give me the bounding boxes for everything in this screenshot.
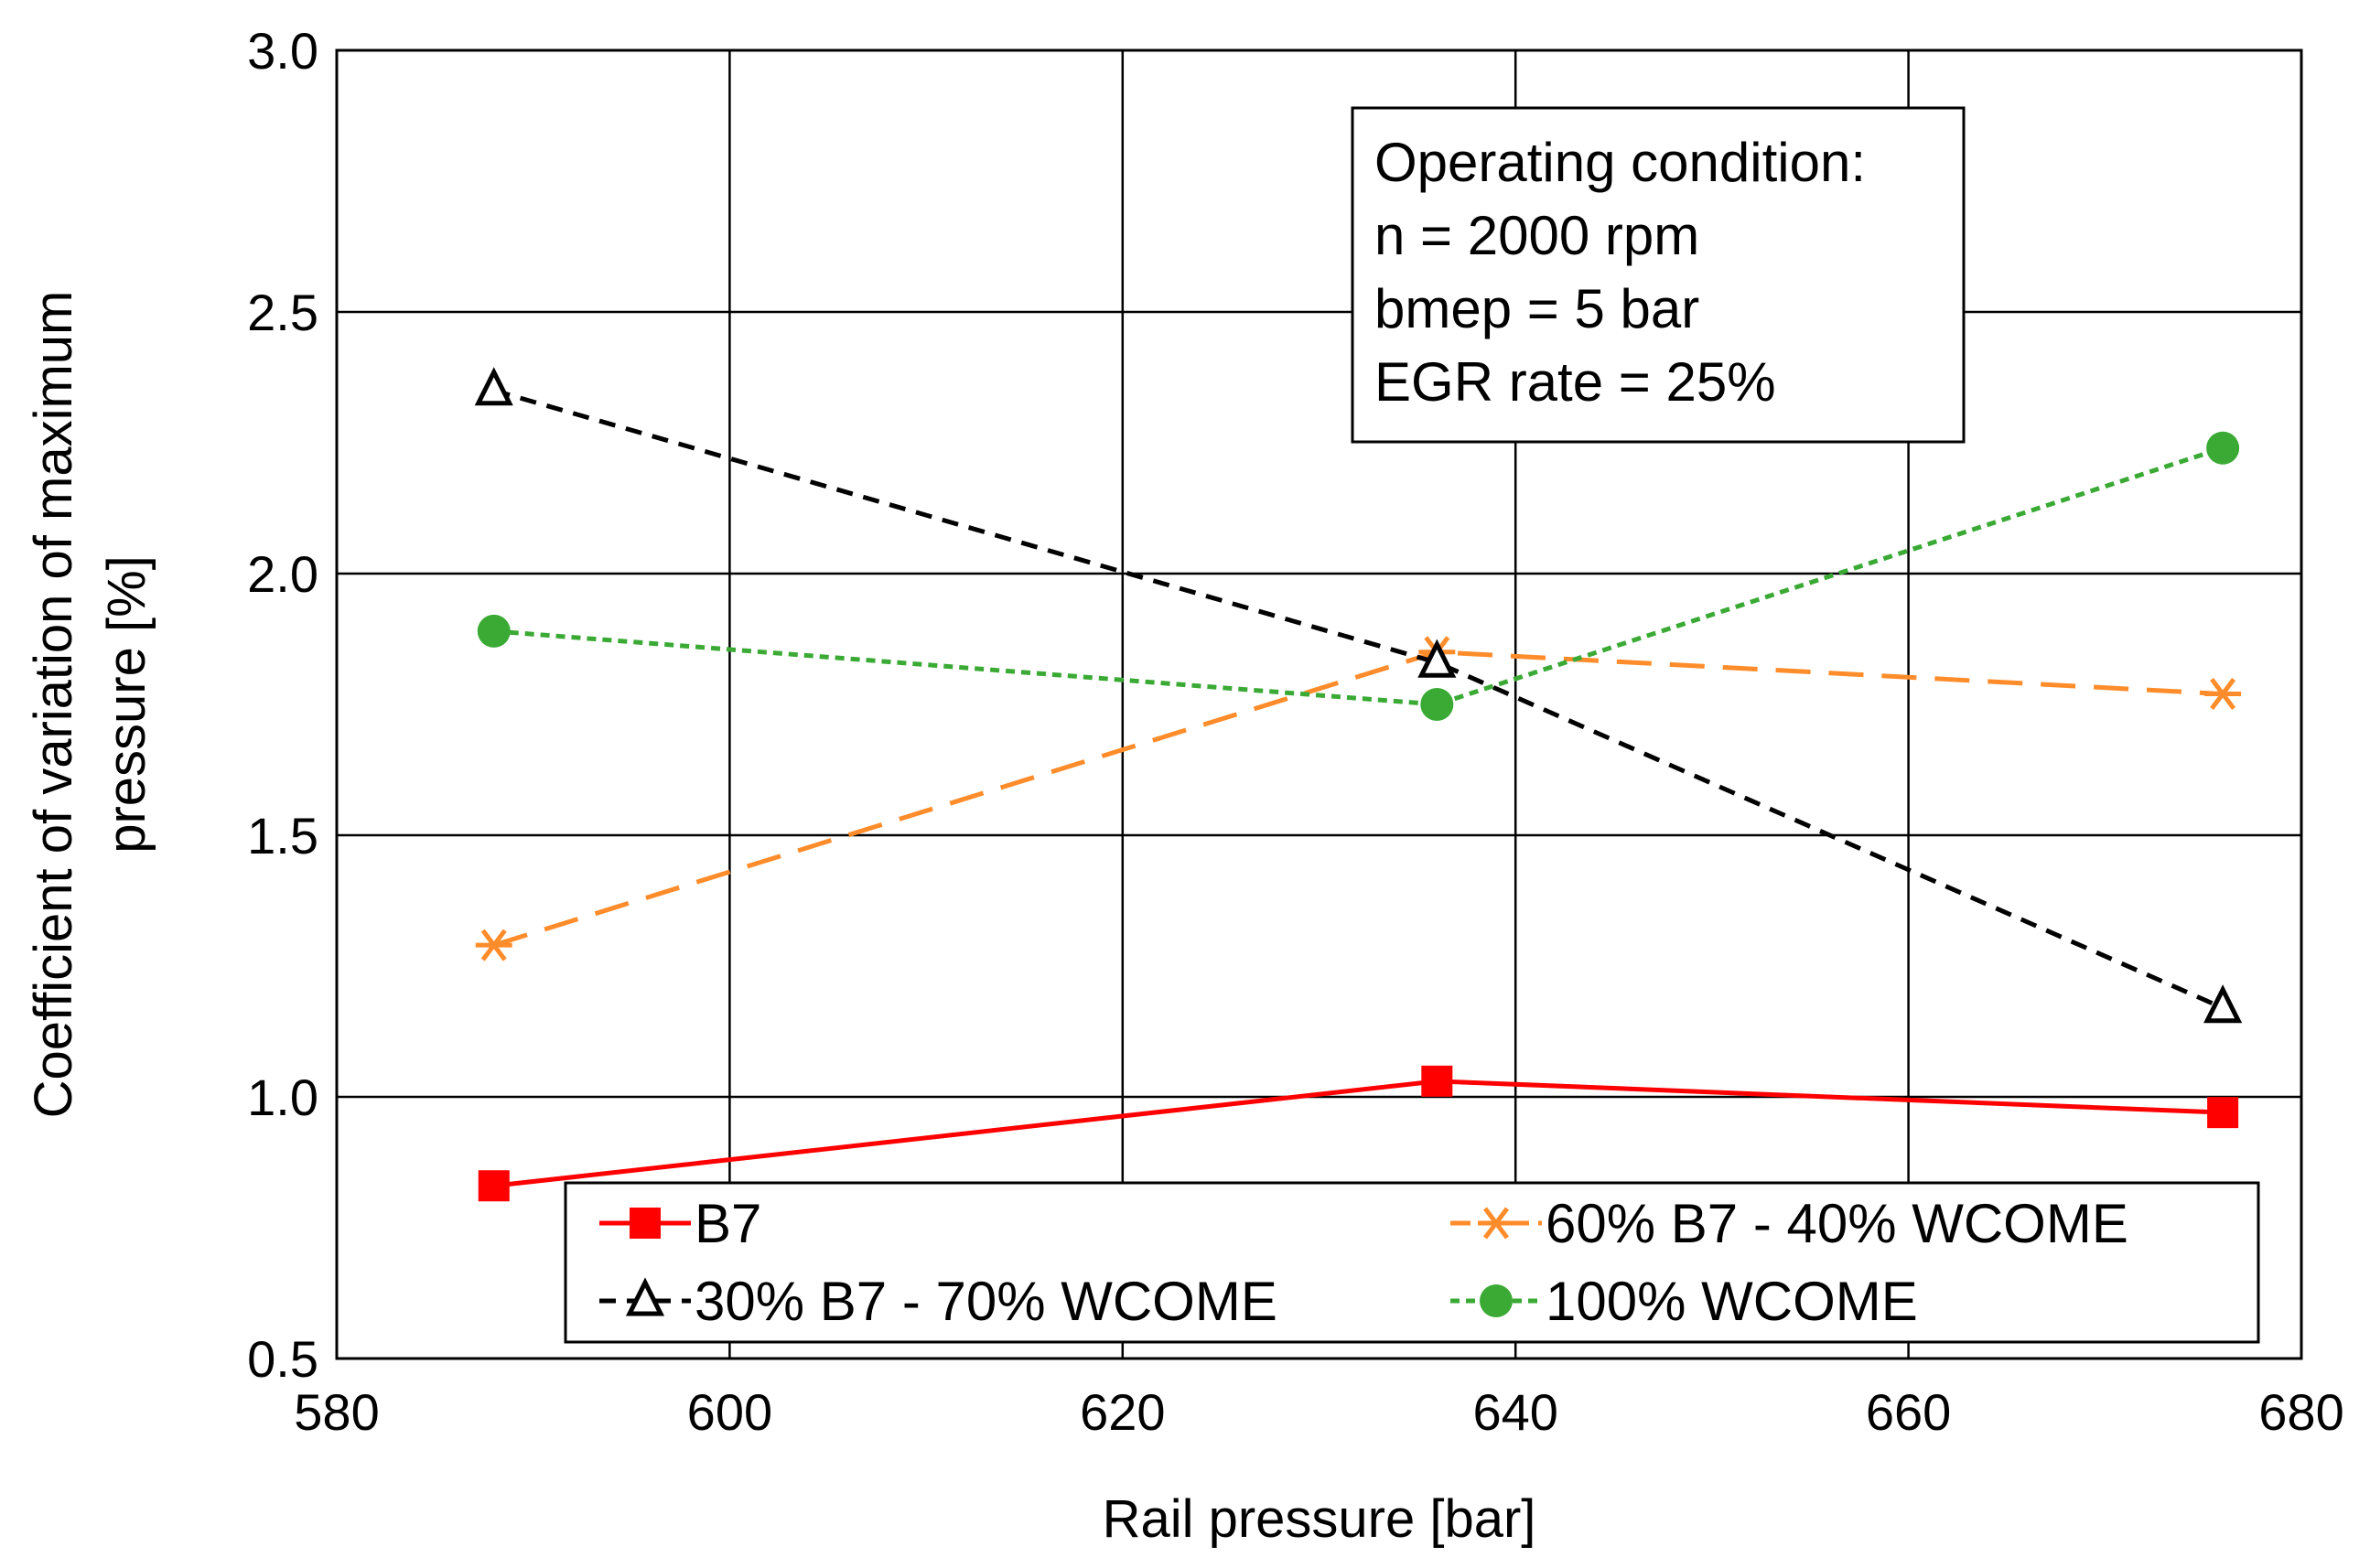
data-point [2204,678,2242,711]
y-tick-label: 1.5 [247,807,318,865]
data-point [1420,688,1454,721]
series-1 [478,1065,2239,1202]
operating-condition-box: Operating condition: n = 2000 rpm bmep =… [1351,106,1966,444]
x-axis-title: Rail pressure [bar] [1103,1489,1536,1549]
series-layer [474,367,2243,1202]
plot-frame [335,48,2303,1360]
series-3 [474,367,2243,1024]
x-tick-label: 620 [1080,1383,1165,1441]
data-point [475,929,512,961]
series-line [493,388,2225,1011]
legend-entry: B7 [599,1193,761,1254]
legend-label: 100% WCOME [1546,1271,1918,1332]
annotation-line: Operating condition: [1374,132,1866,193]
data-point [2206,431,2240,465]
x-tick-label: 680 [2258,1383,2343,1441]
x-tick-label: 660 [1866,1383,1951,1441]
annotation-line: n = 2000 rpm [1374,205,1699,266]
series-line [493,446,2224,707]
data-point [2203,984,2243,1024]
legend-marker [1480,1284,1513,1317]
data-point [478,1170,510,1202]
annotation-line: EGR rate = 25% [1374,351,1776,413]
legend-frame [564,1181,2260,1344]
series-line [493,650,2224,948]
data-point [1417,639,1457,678]
x-tick-label: 600 [687,1383,772,1441]
legend-label: 60% B7 - 40% WCOME [1546,1193,2128,1254]
series-4 [477,431,2240,721]
legend-entry: 30% B7 - 70% WCOME [599,1271,1277,1332]
axis-labels: Rail pressure [bar] Coefficient of varia… [24,22,2344,1549]
y-tick-label: 2.0 [247,545,318,603]
y-tick-label: 3.0 [247,22,318,80]
legend-marker [630,1208,661,1239]
legend-marker [625,1277,665,1316]
y-tick-label: 2.5 [247,284,318,341]
y-axis-title-line-2: pressure [%] [97,555,156,854]
legend: B7 60% B7 - 40% WCOME 30% B7 - 70% WCOME 10… [564,1181,2260,1344]
asterisk-stroke [2210,678,2236,711]
x-tick-label: 640 [1472,1383,1557,1441]
annotation-line: bmep = 5 bar [1374,278,1699,339]
y-tick-label: 0.5 [247,1330,318,1388]
x-tick-label: 580 [294,1383,379,1441]
legend-label: B7 [695,1193,761,1254]
data-point [2207,1097,2239,1129]
legend-entry: 60% B7 - 40% WCOME [1450,1193,2128,1254]
annotation-frame [1351,106,1966,444]
y-tick-label: 1.0 [247,1069,318,1126]
legend-label: 30% B7 - 70% WCOME [695,1271,1277,1332]
data-point [1421,1065,1453,1097]
asterisk-stroke [1483,1207,1509,1240]
series-2 [475,636,2242,961]
data-point [477,614,511,648]
y-axis-title-line-1: Coefficient of variation of maximum [24,291,83,1119]
data-point [474,367,513,406]
asterisk-stroke [480,929,507,961]
legend-entry: 100% WCOME [1450,1271,1918,1332]
grid-lines [335,48,2303,1360]
legend-marker [1478,1207,1514,1240]
